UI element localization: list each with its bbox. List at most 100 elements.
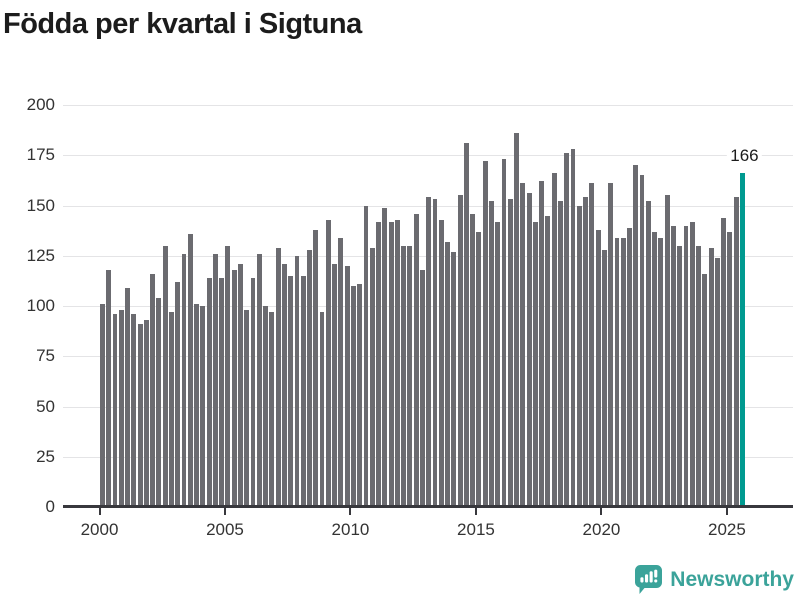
bar-2008Q1 xyxy=(300,275,306,507)
bar-2011Q4 xyxy=(394,219,400,507)
bar-2010Q3 xyxy=(363,205,369,507)
y-axis-label-25: 25 xyxy=(36,446,55,466)
bar-2005Q3 xyxy=(238,263,243,507)
bar-2020Q2 xyxy=(608,183,614,507)
bar-2001Q2 xyxy=(131,314,137,507)
y-axis-label-175: 175 xyxy=(26,145,55,165)
x-axis-label-2000: 2000 xyxy=(80,520,119,539)
bar-2017Q4 xyxy=(545,215,551,507)
bar-2007Q2 xyxy=(281,263,287,507)
bar-2007Q3 xyxy=(288,275,294,507)
x-axis-label-2025: 2025 xyxy=(708,520,746,539)
bar-2019Q3 xyxy=(589,183,595,507)
bar-2012Q1 xyxy=(401,245,407,507)
bar-2015Q4 xyxy=(495,221,501,507)
bar-2010Q2 xyxy=(357,283,363,507)
bar-2019Q2 xyxy=(583,197,589,507)
bar-2018Q1 xyxy=(551,173,557,507)
bar-2002Q1 xyxy=(150,273,156,507)
chart-title: Födda per kvartal i Sigtuna xyxy=(3,8,362,40)
bar-2007Q4 xyxy=(294,255,300,507)
bar-2010Q4 xyxy=(369,247,375,507)
bar-2013Q2 xyxy=(432,199,438,507)
y-axis-label-0: 0 xyxy=(45,497,55,516)
bar-2001Q4 xyxy=(143,320,149,507)
bar-2024Q1 xyxy=(702,273,708,507)
brand-name: Newsworthy xyxy=(670,567,794,591)
x-tick-2015 xyxy=(474,508,477,515)
x-axis-label-2020: 2020 xyxy=(582,520,621,539)
bar-2024Q3 xyxy=(714,257,720,507)
bar-2011Q1 xyxy=(376,221,381,507)
bar-2025Q1 xyxy=(727,231,733,507)
bar-2024Q4 xyxy=(721,217,727,507)
bar-2023Q1 xyxy=(677,245,683,507)
bar-2020Q4 xyxy=(620,237,626,507)
bar-2020Q3 xyxy=(614,237,620,507)
bar-2017Q1 xyxy=(526,193,532,507)
bar-2019Q1 xyxy=(576,205,582,507)
x-tick-2010 xyxy=(349,508,352,515)
x-tick-2020 xyxy=(600,508,603,515)
bar-2002Q3 xyxy=(162,245,168,507)
bar-2018Q2 xyxy=(558,201,563,507)
bar-2003Q4 xyxy=(194,303,199,507)
bar-2014Q4 xyxy=(470,213,476,507)
bar-2015Q1 xyxy=(476,231,482,507)
bar-2011Q2 xyxy=(382,207,388,507)
bar-2014Q2 xyxy=(457,195,463,507)
bar-2008Q3 xyxy=(313,229,319,507)
bar-2016Q4 xyxy=(520,183,526,507)
x-axis-line xyxy=(63,505,793,508)
bar-2004Q3 xyxy=(212,253,218,507)
bar-2024Q2 xyxy=(708,247,714,507)
bar-2022Q4 xyxy=(670,225,676,507)
bar-2005Q2 xyxy=(231,269,237,507)
x-axis-label-2005: 2005 xyxy=(206,520,244,539)
x-axis-label-2010: 2010 xyxy=(331,520,370,539)
bar-2005Q4 xyxy=(244,310,250,507)
bar-2000Q2 xyxy=(106,269,112,507)
bar-2014Q3 xyxy=(463,143,469,507)
bar-2000Q4 xyxy=(118,310,124,507)
bar-2004Q4 xyxy=(219,277,225,507)
x-tick-2025 xyxy=(725,508,728,515)
bar-2023Q4 xyxy=(696,245,701,507)
x-tick-2005 xyxy=(223,508,226,515)
bar-2015Q3 xyxy=(489,201,494,507)
bar-2018Q3 xyxy=(564,153,570,507)
bar-2005Q1 xyxy=(225,245,231,507)
bar-2000Q1 xyxy=(100,303,105,507)
gridline-y-175 xyxy=(63,155,793,157)
bar-2018Q4 xyxy=(570,149,576,507)
bar-2021Q3 xyxy=(639,175,645,507)
bar-2016Q3 xyxy=(514,133,519,507)
bar-2008Q4 xyxy=(319,312,325,507)
bar-2000Q3 xyxy=(112,314,118,507)
bar-2021Q1 xyxy=(627,227,632,507)
bar-2003Q1 xyxy=(175,281,181,507)
bar-2017Q3 xyxy=(539,181,545,507)
bar-2013Q1 xyxy=(426,197,432,507)
bar-2004Q1 xyxy=(200,306,206,507)
bar-2023Q3 xyxy=(689,221,695,507)
bar-2006Q4 xyxy=(269,312,275,507)
bar-2025Q3 xyxy=(739,173,745,507)
bar-2002Q4 xyxy=(169,312,174,507)
bar-2012Q2 xyxy=(407,245,413,507)
y-axis-label-50: 50 xyxy=(36,396,55,416)
bar-2013Q3 xyxy=(438,219,444,507)
bar-2001Q1 xyxy=(125,287,130,507)
bar-2013Q4 xyxy=(445,241,450,507)
bar-2020Q1 xyxy=(601,249,607,507)
x-axis-label-2015: 2015 xyxy=(457,520,495,539)
x-tick-2000 xyxy=(98,508,101,515)
bar-2023Q2 xyxy=(683,225,689,507)
y-axis-label-100: 100 xyxy=(26,296,55,315)
y-axis-label-200: 200 xyxy=(26,95,55,114)
bar-2006Q1 xyxy=(250,277,256,507)
bar-2025Q2 xyxy=(733,197,739,507)
bar-2022Q2 xyxy=(658,237,664,507)
bar-chart-speech-bubble-icon xyxy=(635,565,663,594)
